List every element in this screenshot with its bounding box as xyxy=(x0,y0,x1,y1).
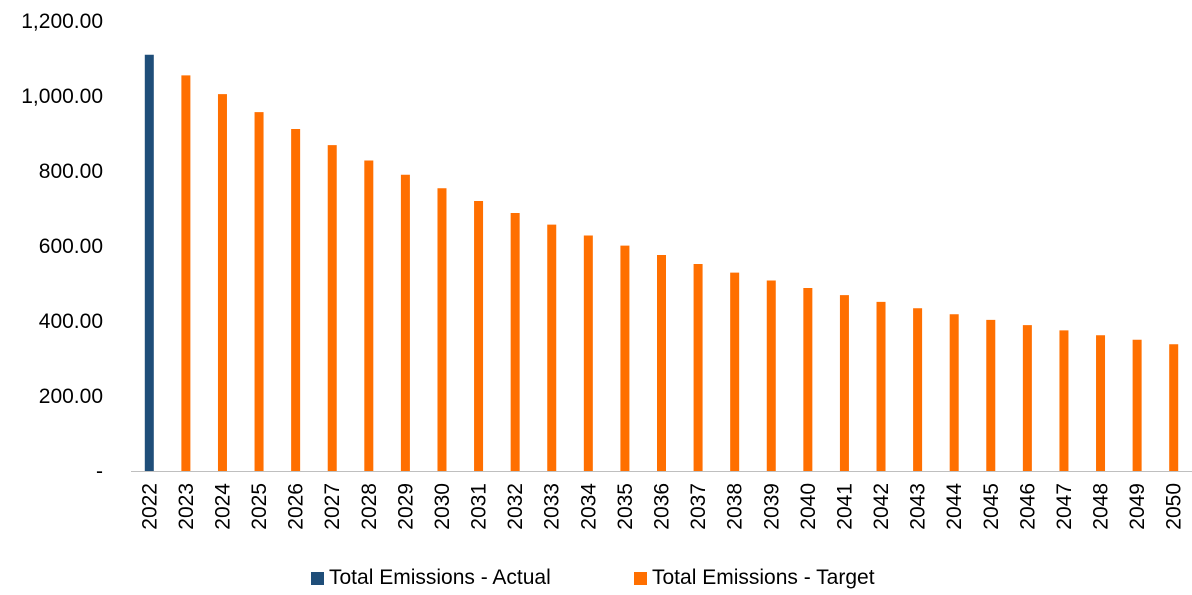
bar-target xyxy=(620,245,630,471)
bar-target xyxy=(437,188,447,471)
bar-target xyxy=(1022,325,1032,471)
bar-target xyxy=(474,201,484,471)
x-tick-label: 2033 xyxy=(541,483,564,530)
x-tick-label: 2043 xyxy=(907,483,930,530)
bar-target xyxy=(986,319,996,471)
x-tick-label: 2036 xyxy=(651,483,674,530)
y-tick-label: 1,000.00 xyxy=(21,85,103,108)
legend-item-target: Total Emissions - Target xyxy=(634,563,875,593)
bar-target xyxy=(327,145,337,471)
y-axis-tick-labels: - 200.00 400.00 600.00 800.00 1,000.00 1,200.0… xyxy=(21,10,103,483)
bar-target xyxy=(766,280,776,471)
bar-target xyxy=(510,213,520,471)
y-tick-label: 200.00 xyxy=(39,385,103,408)
x-axis-tick-labels: 2022 2023 2024 2025 2026 2027 2028 2029 2030 2031… xyxy=(138,483,1185,530)
bar-target xyxy=(1169,344,1179,471)
bar-target xyxy=(583,235,593,471)
bar-target xyxy=(949,314,959,471)
bar-target xyxy=(657,255,666,471)
bars-group xyxy=(144,54,1179,471)
bar-target xyxy=(400,174,410,471)
x-tick-label: 2039 xyxy=(760,483,783,530)
x-tick-label: 2046 xyxy=(1016,483,1039,530)
bar-target xyxy=(839,295,849,471)
y-tick-label: 600.00 xyxy=(39,235,103,258)
bar-target xyxy=(913,308,923,471)
bar-target xyxy=(254,112,264,471)
bar-target xyxy=(1132,339,1142,471)
emissions-bar-chart: - 200.00 400.00 600.00 800.00 1,000.00 1,200.0… xyxy=(21,10,1192,530)
x-tick-label: 2032 xyxy=(504,483,527,530)
x-tick-label: 2048 xyxy=(1090,483,1113,530)
y-tick-label: 400.00 xyxy=(39,310,103,333)
y-tick-label: - xyxy=(96,460,103,483)
x-tick-label: 2035 xyxy=(614,483,637,530)
x-tick-label: 2042 xyxy=(870,483,893,530)
x-tick-label: 2028 xyxy=(358,483,381,530)
x-tick-label: 2047 xyxy=(1053,483,1076,530)
y-tick-label: 1,200.00 xyxy=(21,10,103,33)
legend-swatch-target xyxy=(634,571,647,585)
x-tick-label: 2037 xyxy=(687,483,710,530)
bar-target xyxy=(547,224,557,471)
bar-target xyxy=(803,288,813,471)
legend-label-target: Total Emissions - Target xyxy=(652,566,875,589)
x-tick-label: 2050 xyxy=(1163,483,1186,530)
x-tick-label: 2040 xyxy=(797,483,820,530)
bar-target xyxy=(1059,330,1069,471)
y-tick-label: 800.00 xyxy=(39,160,103,183)
bar-target xyxy=(364,160,374,471)
x-tick-label: 2049 xyxy=(1126,483,1149,530)
x-tick-label: 2029 xyxy=(394,483,417,530)
x-tick-label: 2026 xyxy=(285,483,308,530)
x-tick-label: 2030 xyxy=(431,483,454,530)
x-tick-label: 2024 xyxy=(211,483,234,530)
x-tick-label: 2022 xyxy=(138,483,161,530)
bar-target xyxy=(291,129,301,471)
x-tick-label: 2031 xyxy=(468,483,491,530)
x-tick-label: 2045 xyxy=(980,483,1003,530)
legend: Total Emissions - Actual Total Emissions… xyxy=(0,563,1192,593)
legend-swatch-actual xyxy=(311,571,324,585)
legend-label-actual: Total Emissions - Actual xyxy=(329,566,551,589)
x-tick-label: 2038 xyxy=(724,483,747,530)
x-tick-label: 2041 xyxy=(833,483,856,530)
x-tick-label: 2044 xyxy=(943,483,966,530)
bar-target xyxy=(181,75,191,471)
x-tick-label: 2034 xyxy=(577,483,600,530)
bar-actual xyxy=(144,54,154,471)
x-tick-label: 2025 xyxy=(248,483,271,530)
bar-target xyxy=(730,272,740,471)
bar-target xyxy=(1096,335,1106,471)
x-tick-label: 2027 xyxy=(321,483,344,530)
bar-target xyxy=(876,301,886,471)
x-tick-label: 2023 xyxy=(175,483,198,530)
bar-target xyxy=(217,94,227,471)
legend-item-actual: Total Emissions - Actual xyxy=(311,563,551,593)
bar-target xyxy=(693,264,703,471)
